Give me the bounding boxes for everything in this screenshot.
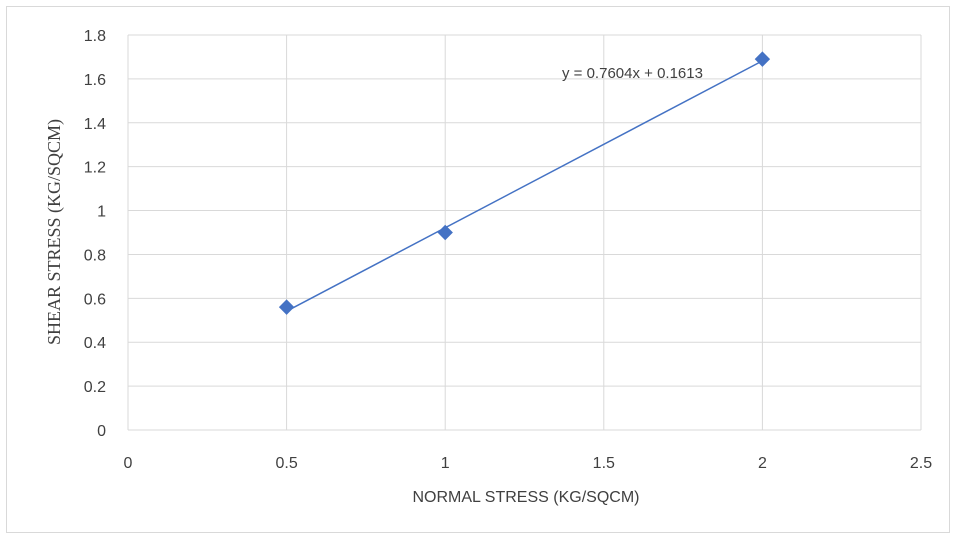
linear-trendline (286, 60, 763, 312)
x-tick-label: 2 (758, 455, 767, 472)
x-tick-label: 2.5 (910, 455, 932, 472)
chart-frame (6, 6, 950, 533)
x-tick-label: 0.5 (275, 455, 297, 472)
y-axis-title: SHEAR STRESS (KG/SQCM) (44, 119, 65, 345)
data-point-marker (437, 224, 453, 241)
y-tick-label: 1.6 (84, 72, 106, 89)
gridlines (127, 34, 922, 431)
y-tick-label: 0.2 (84, 379, 106, 396)
y-tick-label: 0.4 (84, 335, 106, 352)
trendline-equation: y = 0.7604x + 0.1613 (562, 65, 703, 82)
tick-labels: 0 0.2 0.4 0.6 0.8 1 1.2 1.4 1.6 1.8 0 0.5 1 1.5 2 2.5 (84, 28, 932, 472)
y-tick-label: 0.8 (84, 247, 106, 264)
x-axis-title: NORMAL STRESS (KG/SQCM) (413, 489, 640, 506)
y-tick-label: 0.6 (84, 291, 106, 308)
y-tick-label: 1.8 (84, 28, 106, 45)
y-tick-label: 1 (97, 204, 106, 221)
data-points (278, 51, 771, 315)
trendline-layer (286, 60, 763, 312)
y-tick-label: 1.4 (84, 116, 106, 133)
y-tick-label: 1.2 (84, 160, 106, 177)
y-tick-label: 0 (97, 423, 106, 440)
x-tick-label: 0 (124, 455, 133, 472)
data-point-marker (278, 299, 295, 315)
x-tick-label: 1 (441, 455, 450, 472)
data-point-marker (754, 51, 771, 67)
x-tick-label: 1.5 (593, 455, 615, 472)
